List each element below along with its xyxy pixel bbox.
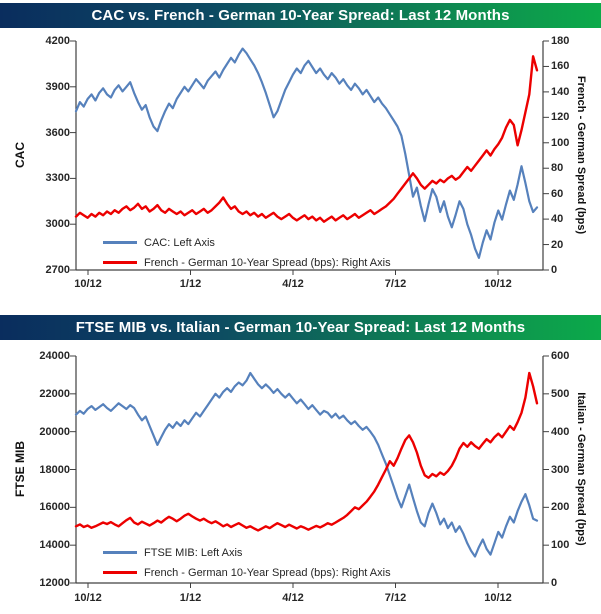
cac-plot-area (70, 40, 549, 275)
right-axis-tick-label: 160 (551, 60, 570, 73)
cac-legend: CAC: Left Axis French - German 10-Year Sp… (103, 236, 391, 276)
cac-chart-title: CAC vs. French - German 10-Year Spread: … (91, 7, 510, 24)
right-axis-tick-label: 0 (551, 577, 558, 589)
legend-line-swatch (103, 261, 137, 264)
series-line-cac (74, 47, 539, 259)
right-axis-tick-label: 200 (551, 501, 570, 514)
series-line-ftse-mib (74, 371, 539, 558)
left-axis-tick-label: 16000 (39, 501, 70, 514)
left-axis-tick-label: 4200 (45, 35, 70, 47)
x-axis-tick-label: 10/12 (74, 278, 102, 290)
x-axis-tick-label: 10/12 (484, 278, 512, 290)
legend-label: French - German 10-Year Spread (bps): Ri… (144, 256, 391, 269)
left-axis-tick-label: 3300 (45, 172, 70, 185)
ftse-mib-chart-section: FTSE MIB vs. Italian - German 10-Year Sp… (0, 307, 601, 614)
x-axis-tick-label: 1/12 (179, 592, 202, 604)
x-axis-tick-label: 10/12 (484, 592, 512, 604)
cac-title-bar: CAC vs. French - German 10-Year Spread: … (0, 3, 601, 28)
right-axis-tick-label: 40 (551, 213, 564, 226)
ftse-mib-plot-area (70, 355, 549, 588)
right-axis-tick-label: 600 (551, 350, 570, 362)
legend-label: CAC: Left Axis (144, 236, 215, 249)
left-axis-tick-label: 24000 (39, 350, 70, 362)
right-axis-tick-label: 400 (551, 425, 570, 438)
left-axis-tick-label: 22000 (39, 387, 70, 400)
legend-line-swatch (103, 571, 137, 574)
legend-line-swatch (103, 241, 137, 244)
left-axis-tick-label: 3000 (45, 218, 70, 231)
x-axis-tick-label: 1/12 (179, 278, 202, 290)
ftse-mib-title-bar: FTSE MIB vs. Italian - German 10-Year Sp… (0, 315, 601, 340)
right-axis-tick-label: 20 (551, 238, 564, 251)
ftse-mib-legend: FTSE MIB: Left Axis French - German 10-Ye… (103, 546, 391, 586)
legend-label: French - German 10-Year Spread (bps): Ri… (144, 566, 391, 579)
x-axis-tick-label: 4/12 (282, 278, 304, 290)
right-axis-tick-label: 80 (551, 162, 564, 175)
right-axis-tick-label: 0 (551, 264, 558, 276)
ftse-mib-chart-title: FTSE MIB vs. Italian - German 10-Year Sp… (75, 319, 526, 336)
legend-item: French - German 10-Year Spread (bps): Ri… (103, 256, 391, 269)
right-axis-tick-label: 60 (551, 187, 564, 200)
legend-item: CAC: Left Axis (103, 236, 391, 249)
x-axis-tick-label: 10/12 (74, 592, 102, 604)
left-axis-tick-label: 12000 (39, 577, 70, 589)
left-axis-tick-label: 3900 (45, 80, 70, 93)
cac-left-axis-title: CAC (13, 142, 27, 168)
series-line-french-german-10-year-spread-bps (74, 55, 539, 223)
right-axis-tick-label: 100 (551, 136, 570, 149)
cac-right-axis-title: French - German Spread (bps) (575, 75, 587, 235)
right-axis-tick-label: 140 (551, 85, 570, 98)
x-axis-tick-label: 4/12 (282, 592, 304, 604)
left-axis-tick-label: 3600 (45, 126, 70, 139)
cac-chart-section: CAC vs. French - German 10-Year Spread: … (0, 3, 601, 290)
right-axis-tick-label: 500 (551, 387, 570, 400)
left-axis-tick-label: 14000 (39, 539, 70, 552)
legend-line-swatch (103, 551, 137, 554)
left-axis-tick-label: 2700 (45, 264, 70, 276)
x-axis-tick-label: 7/12 (384, 592, 407, 604)
right-axis-tick-label: 300 (551, 463, 570, 476)
legend-item: French - German 10-Year Spread (bps): Ri… (103, 566, 391, 579)
right-axis-tick-label: 100 (551, 539, 570, 552)
x-axis-tick-label: 7/12 (384, 278, 407, 290)
left-axis-tick-label: 18000 (39, 463, 70, 476)
legend-item: FTSE MIB: Left Axis (103, 546, 391, 559)
series-line-italian-german-10-year-spread-bps (74, 371, 539, 532)
right-axis-tick-label: 180 (551, 35, 570, 47)
right-axis-tick-label: 120 (551, 111, 570, 124)
legend-label: FTSE MIB: Left Axis (144, 546, 243, 559)
left-axis-tick-label: 20000 (39, 425, 70, 438)
